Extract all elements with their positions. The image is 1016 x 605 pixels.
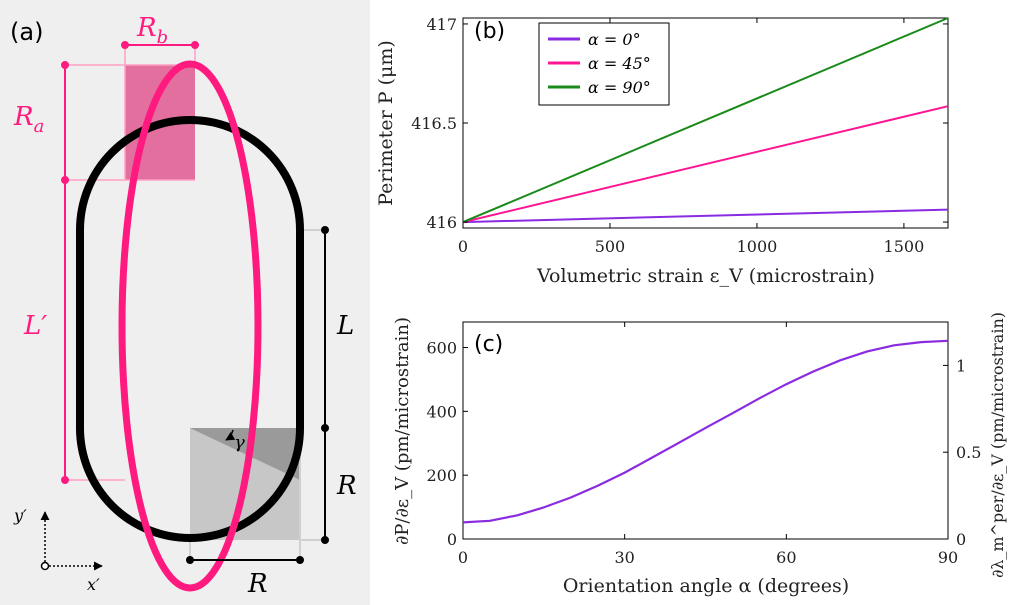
panel-b-series	[462, 17, 949, 224]
panel-a-schematic: (a) Ra Rb L′ L R R γ y′ x′	[0, 0, 370, 605]
x-tick-label: 1000	[737, 237, 778, 256]
panel-b-yticks: 416 416.5 417	[411, 15, 948, 232]
series-line-1	[462, 105, 949, 224]
ra-label: Ra	[13, 102, 44, 137]
series-line-0	[462, 208, 949, 224]
panel-c-xticks: 0 30 60 90	[458, 322, 958, 567]
panel-c-xlabel: Orientation angle α (degrees)	[563, 575, 849, 597]
x-tick-label: 60	[776, 548, 796, 567]
y-axis-label: y′	[13, 506, 27, 525]
x-tick-label: 0	[458, 237, 468, 256]
panel-b-xticks: 0 500 1000 1500	[458, 18, 924, 256]
y-tick-label: 200	[426, 466, 457, 485]
y-tick-label: 0	[447, 530, 457, 549]
x-tick-label: 30	[614, 548, 634, 567]
x-tick-label: 0	[458, 548, 468, 567]
panel-c-label: (c)	[474, 332, 503, 357]
x-tick-label: 90	[938, 548, 958, 567]
y-tick-label: 416	[426, 213, 457, 232]
l-label: L	[336, 311, 354, 341]
y-tick-label: 600	[426, 339, 457, 358]
r-horizontal-label: R	[247, 569, 268, 599]
lprime-label: L′	[23, 311, 47, 341]
x-tick-label: 1500	[884, 237, 925, 256]
legend-label-2: α = 90°	[588, 78, 651, 97]
sensitivity-curve	[462, 339, 949, 524]
pink-stadium-shape	[118, 60, 262, 592]
gamma-label: γ	[234, 432, 245, 453]
panel-b-xlabel: Volumetric strain ε_V (microstrain)	[536, 265, 875, 287]
coordinate-axes	[40, 511, 103, 571]
y-tick-label: 416.5	[411, 114, 457, 133]
legend-label-1: α = 45°	[588, 54, 651, 73]
panel-c-ylabel-right: ∂λ_m^per/∂ε_V (pm/microstrain)	[988, 312, 1007, 578]
pink-dimensions	[61, 41, 199, 484]
series-line-2	[462, 17, 949, 224]
y-right-tick-label: 0	[956, 530, 966, 549]
legend-label-0: α = 0°	[588, 30, 641, 49]
stadium-shape	[76, 116, 304, 542]
x-tick-label: 500	[595, 237, 626, 256]
rb-label: Rb	[136, 13, 168, 48]
panel-a-label: (a)	[10, 18, 43, 46]
panel-c-yticks: 0 200 400 600	[426, 339, 468, 549]
y-tick-label: 417	[426, 15, 457, 34]
panel-c-axes-box	[462, 321, 949, 540]
gamma-arrow	[225, 429, 236, 441]
y-right-tick-label: 1	[956, 356, 966, 375]
panel-c-yticks-right: 00.51	[943, 356, 981, 549]
r-vertical-label: R	[336, 471, 357, 501]
x-axis-label: x′	[87, 575, 100, 594]
y-right-tick-label: 0.5	[956, 443, 981, 462]
panel-b-ylabel: Perimeter P (μm)	[375, 40, 397, 206]
gamma-wedge	[190, 428, 300, 480]
y-tick-label: 400	[426, 402, 457, 421]
panel-b-label: (b)	[474, 19, 505, 44]
panel-c-series	[462, 339, 949, 524]
panel-b-legend: α = 0° α = 45° α = 90°	[538, 22, 670, 106]
black-dimensions	[186, 226, 329, 564]
panel-c-ylabel: ∂P/∂ε_V (pm/microstrain)	[392, 317, 413, 545]
